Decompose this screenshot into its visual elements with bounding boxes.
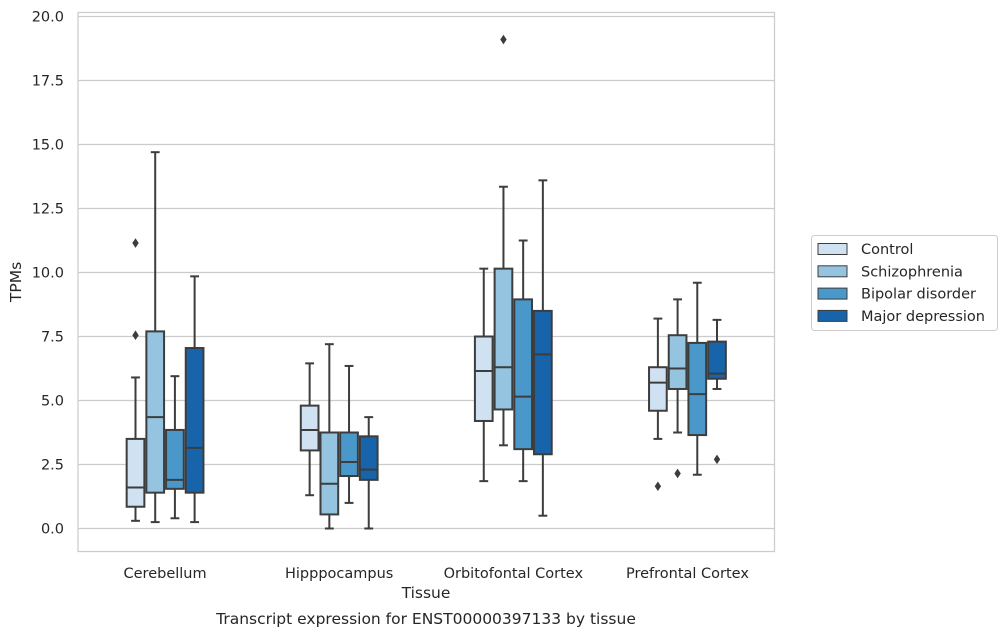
y-tick-labels: 0.0 2.5 5.0 7.5 10.0 12.5 15.0 17.5 20.0 [32,10,64,538]
box-body [319,431,340,516]
legend-item: Bipolar disorder [817,287,976,303]
series-major-depression [184,179,727,530]
box-body [145,330,166,494]
legend-frame [811,235,998,331]
y-axis-title: TPMs [7,262,25,303]
box-body [339,431,359,478]
box-item [299,362,320,497]
chart-title: Transcript expression for ENST0000039713… [215,610,636,628]
x-tick-label: Prefrontal Cortex [626,566,749,582]
box-body [513,298,534,451]
box-body [358,435,379,481]
box-body [184,347,205,494]
box-body [667,334,688,390]
box-body [299,404,320,452]
box-item [648,317,668,492]
legend-item: Control [817,242,913,258]
legend: Control Schizophrenia Bipolar disorder Majo… [811,235,998,331]
y-tick-label: 12.5 [32,202,64,218]
x-axis-title: Tissue [401,584,451,602]
legend-label: Schizophrenia [861,264,963,280]
y-tick-label: 15.0 [32,138,64,154]
x-tick-labels: Cerebellum Hipppocampus Orbitofontal Corte… [124,566,750,582]
outlier-point [674,468,681,479]
box-body [533,309,553,456]
box-item [165,375,185,520]
legend-swatch [817,265,848,278]
x-tick-label: Cerebellum [124,566,207,582]
box-item [184,275,205,524]
y-tick-label: 0.0 [41,522,64,538]
series-control [125,238,668,522]
legend-item: Major depression [817,309,985,325]
box-body [493,267,514,411]
legend-swatch [817,243,848,255]
series-bipolar-disorder [165,239,708,520]
legend-label: Bipolar disorder [861,287,976,303]
legend-label: Control [861,242,913,258]
series-schizophrenia [145,34,688,530]
box-item [339,364,359,504]
y-tick-label: 10.0 [32,266,64,282]
box-series [125,34,727,530]
box-item [473,267,494,483]
box-body [648,366,668,412]
box-body [125,437,146,508]
box-item [358,416,379,530]
box-body [473,335,494,422]
y-tick-label: 5.0 [41,394,64,410]
outlier-point [132,330,139,341]
legend-label: Major depression [861,309,985,325]
box-item [125,238,146,522]
legend-swatch [817,309,848,322]
box-body [687,341,708,437]
outlier-point [713,454,721,465]
box-item [513,239,534,483]
box-body [707,340,727,380]
plot-frame [77,11,776,553]
y-tick-label: 2.5 [41,458,64,474]
outlier-point [500,34,507,45]
box-item [707,318,727,465]
box-item [667,298,688,479]
legend-item: Schizophrenia [817,264,963,280]
box-item [319,343,340,530]
x-tick-label: Orbitofontal Cortex [444,566,584,582]
y-tick-label: 20.0 [32,10,64,26]
outlier-point [654,481,662,492]
outlier-point [132,238,139,248]
box-item [493,34,514,447]
box-item [145,151,166,524]
box-body [165,428,185,490]
x-tick-label: Hipppocampus [285,566,393,582]
y-tick-label: 7.5 [41,330,64,346]
y-tick-label: 17.5 [32,74,64,90]
legend-swatch [817,287,848,300]
box-item [533,179,553,517]
box-item [687,281,708,476]
